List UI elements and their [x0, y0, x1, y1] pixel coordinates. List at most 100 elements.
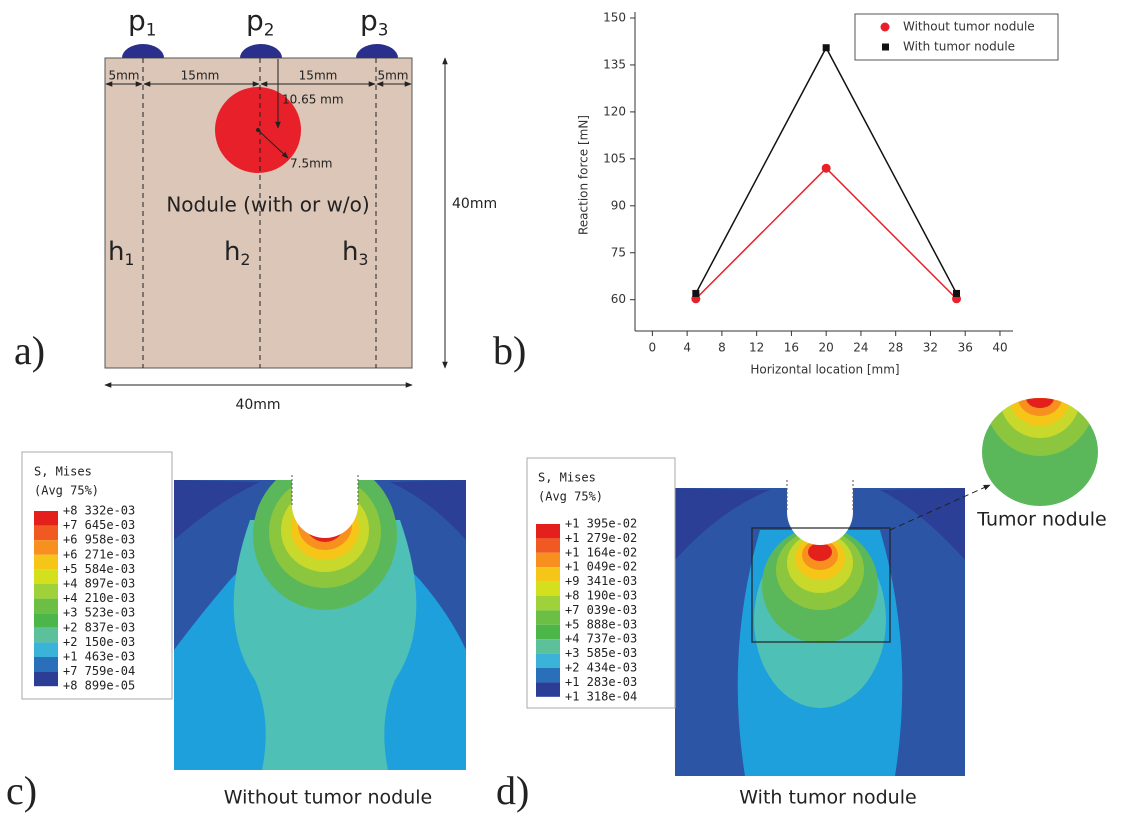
legend-title: (Avg 75%)	[34, 484, 99, 498]
label-subscript: 1	[124, 250, 134, 268]
x-tick-label: 0	[649, 341, 657, 355]
legend-swatch	[34, 627, 58, 643]
zoom-box	[751, 527, 891, 643]
point	[692, 289, 700, 297]
legend-value: +3 585e-03	[565, 646, 637, 660]
legend-swatch	[536, 668, 560, 683]
panel-label: d)	[496, 768, 529, 813]
legend-scale: +1 395e-02+1 279e-02+1 164e-02+1 049e-02…	[536, 517, 637, 703]
legend-swatch	[34, 540, 58, 555]
legend-swatch	[536, 624, 560, 640]
legend-swatch	[536, 610, 560, 625]
panel-c: S, Mises (Avg 75%) +8 332e-03+7 645e-03+…	[6, 451, 466, 813]
indenter	[240, 44, 282, 58]
legend-value: +8 332e-03	[63, 504, 135, 518]
contour-band	[174, 480, 260, 540]
inset-nodule	[982, 398, 1098, 506]
subscript-label: h2	[224, 237, 250, 269]
legend-value: +1 283e-03	[565, 675, 637, 689]
legend-swatch	[34, 613, 58, 628]
contour-band	[675, 488, 770, 560]
x-tick-label: 20	[819, 341, 834, 355]
y-axis-label: Reaction force [mN]	[577, 115, 591, 235]
legend-value: +5 888e-03	[565, 617, 637, 631]
contour-plot	[675, 488, 965, 776]
legend-value: +5 584e-03	[63, 562, 135, 576]
legend-swatch	[536, 639, 560, 654]
legend-swatch	[34, 598, 58, 614]
x-tick-label: 36	[958, 341, 973, 355]
legend-swatch	[536, 581, 560, 596]
dim-label: 5mm	[377, 69, 408, 83]
label-letter: p	[128, 4, 146, 37]
label-subscript: 3	[378, 19, 389, 39]
panel-label: b)	[493, 328, 526, 373]
legend-value: +7 645e-03	[63, 518, 135, 532]
label-subscript: 3	[358, 250, 368, 268]
label-subscript: 2	[240, 250, 250, 268]
caption: With tumor nodule	[739, 787, 916, 809]
y-tick-label: 120	[603, 104, 626, 118]
legend-value: +2 150e-03	[63, 635, 135, 649]
legend-value: +9 341e-03	[565, 574, 637, 588]
subscript-label: h1	[108, 237, 134, 269]
legend-value: +7 759e-04	[63, 664, 135, 678]
legend-value: +3 523e-03	[63, 606, 135, 620]
legend-value: +8 899e-05	[63, 679, 135, 693]
point	[821, 163, 831, 173]
contour-band	[808, 543, 832, 561]
x-tick-label: 32	[923, 341, 938, 355]
legend-scale: +8 332e-03+7 645e-03+6 958e-03+6 271e-03…	[34, 504, 135, 693]
legend-value: +1 395e-02	[565, 517, 637, 531]
legend-swatch	[536, 596, 560, 611]
subscript-label: p1	[128, 4, 156, 39]
legend-value: +6 271e-03	[63, 547, 135, 561]
contour-band	[1018, 398, 1062, 416]
legend-swatch	[34, 671, 58, 687]
zoom-arrow	[889, 484, 991, 531]
legend-label: With tumor nodule	[903, 40, 1015, 54]
dim-label: 5mm	[108, 69, 139, 83]
legend-swatch	[34, 642, 58, 657]
legend-value: +1 463e-03	[63, 650, 135, 664]
x-tick-label: 12	[749, 341, 764, 355]
label-letter: h	[224, 237, 240, 267]
y-tick-label: 150	[603, 11, 626, 25]
panel-label: a)	[14, 328, 45, 373]
label-letter: p	[360, 4, 378, 37]
indenter	[122, 44, 164, 58]
center-dot	[256, 128, 260, 132]
legend-box	[854, 13, 1059, 61]
legend-value: +2 434e-03	[565, 661, 637, 675]
legend-marker	[882, 43, 889, 51]
legend-swatch	[536, 552, 560, 568]
label-subscript: 2	[264, 19, 275, 39]
series-line	[695, 167, 958, 300]
subscript-label: p3	[360, 4, 388, 39]
legend-value: +4 737e-03	[565, 632, 637, 646]
subscript-label: p2	[246, 4, 274, 39]
dim-label: 15mm	[181, 69, 220, 83]
dim-label: 7.5mm	[290, 157, 332, 171]
legend-value: +1 279e-02	[565, 531, 637, 545]
legend-swatch	[34, 525, 58, 541]
dim-label: 15mm	[299, 69, 338, 83]
legend-value: +8 190e-03	[565, 589, 637, 603]
point	[822, 44, 830, 52]
y-tick-label: 135	[603, 57, 626, 71]
legend-value: +1 318e-04	[565, 689, 637, 703]
legend-swatch	[34, 511, 58, 526]
legend-value: +7 039e-03	[565, 603, 637, 617]
caption: Without tumor nodule	[224, 787, 433, 809]
nodule-label: Nodule (with or w/o)	[166, 193, 369, 217]
legend-swatch	[34, 657, 58, 672]
legend-title: S, Mises	[34, 465, 92, 479]
legend-value: +1 049e-02	[565, 560, 637, 574]
indenter	[356, 44, 398, 58]
legend-value: +6 958e-03	[63, 533, 135, 547]
inset-label: Tumor nodule	[976, 509, 1106, 531]
x-tick-label: 8	[718, 341, 726, 355]
dim-label: 40mm	[235, 397, 280, 413]
legend-swatch	[34, 584, 58, 599]
